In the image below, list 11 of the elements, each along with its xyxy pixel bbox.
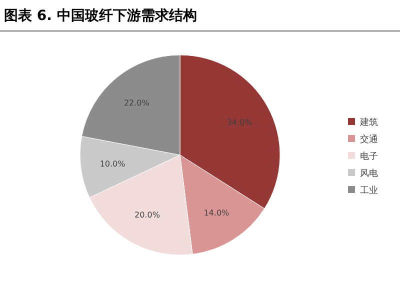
legend-label: 交通 <box>360 134 378 145</box>
legend-label: 电子 <box>360 151 378 162</box>
data-label: 34.0% <box>226 118 253 128</box>
data-label: 14.0% <box>204 208 230 218</box>
data-label: 20.0% <box>134 210 160 220</box>
data-label: 10.0% <box>100 160 126 169</box>
legend-label: 建筑 <box>359 117 378 128</box>
legend-label: 风电 <box>360 168 378 179</box>
chart-title: 图表 6. 中国玻纤下游需求结构 <box>4 8 197 24</box>
legend-label: 工业 <box>360 185 378 196</box>
data-label: 22.0% <box>124 98 150 108</box>
